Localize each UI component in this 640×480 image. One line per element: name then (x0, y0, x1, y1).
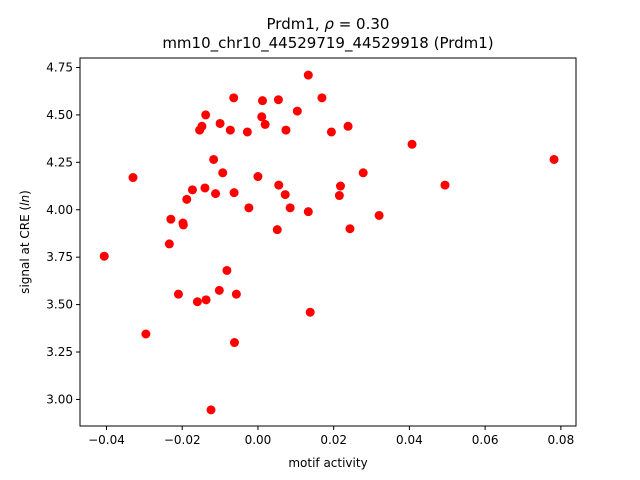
data-point (244, 203, 254, 213)
data-point (99, 251, 109, 261)
data-point (280, 190, 290, 200)
data-point (303, 70, 313, 80)
data-point (407, 139, 417, 149)
data-point (166, 214, 176, 224)
x-axis-label: motif activity (288, 456, 367, 470)
data-point (317, 93, 327, 103)
data-point (292, 106, 302, 116)
data-point (374, 210, 384, 220)
data-point (141, 329, 151, 339)
data-point (215, 118, 225, 128)
data-point (206, 405, 216, 415)
data-point (218, 168, 228, 178)
x-tick-label: 0.00 (245, 433, 272, 447)
data-point (285, 203, 295, 213)
plot-area (79, 57, 577, 427)
data-point (229, 188, 239, 198)
x-axis-ticks: −0.04 −0.02 0.00 0.02 0.04 0.06 0.08 (88, 426, 574, 447)
x-tick-label: 0.06 (472, 433, 499, 447)
data-point (334, 191, 344, 201)
data-point (257, 112, 267, 122)
y-tick-label: 4.00 (46, 203, 73, 217)
data-points (99, 70, 559, 415)
data-point (253, 172, 263, 182)
y-tick-label: 3.50 (46, 298, 73, 312)
data-point (128, 173, 138, 183)
data-point (258, 96, 267, 106)
data-point (178, 220, 188, 230)
data-point (173, 289, 183, 299)
data-point (345, 224, 355, 234)
chart-title-prefix: Prdm1, (267, 15, 325, 33)
data-point (187, 185, 197, 195)
chart-title-rho: ρ (324, 15, 334, 33)
data-point (229, 93, 239, 103)
data-point (440, 180, 450, 190)
x-tick-label: 0.02 (320, 433, 347, 447)
data-point (225, 125, 235, 135)
y-axis-label-prefix: signal at CRE ( (18, 206, 32, 294)
data-point (211, 189, 221, 199)
y-tick-label: 4.50 (46, 108, 73, 122)
data-point (192, 297, 202, 307)
data-point (358, 168, 368, 178)
data-point (231, 289, 241, 299)
data-point (274, 180, 284, 190)
y-axis-label: signal at CRE (ln) (18, 190, 32, 294)
chart-title-rho-value: = 0.30 (334, 15, 390, 33)
chart-title-line1: Prdm1, ρ = 0.30 (267, 15, 390, 33)
y-axis-label-suffix: ) (18, 190, 32, 195)
y-tick-label: 3.25 (46, 345, 73, 359)
x-tick-label: −0.02 (164, 433, 201, 447)
data-point (260, 119, 270, 129)
data-point (200, 183, 210, 193)
y-axis-label-italic: ln (18, 195, 32, 206)
data-point (201, 110, 211, 120)
y-axis-ticks: 3.00 3.25 3.50 3.75 4.00 4.25 4.50 4.75 (46, 60, 80, 406)
data-point (209, 154, 219, 164)
y-tick-label: 3.00 (46, 392, 73, 406)
data-point (281, 125, 291, 135)
y-tick-label: 3.75 (46, 250, 73, 264)
data-point (229, 338, 239, 348)
chart-title-line2: mm10_chr10_44529719_44529918 (Prdm1) (162, 34, 493, 53)
x-tick-label: 0.04 (396, 433, 423, 447)
x-tick-label: −0.04 (88, 433, 125, 447)
y-tick-label: 4.75 (46, 60, 73, 74)
x-tick-label: 0.08 (547, 433, 574, 447)
data-point (305, 307, 315, 317)
data-point (222, 265, 232, 275)
data-point (549, 154, 559, 164)
data-point (214, 285, 224, 295)
data-point (303, 207, 313, 217)
data-point (326, 127, 336, 137)
data-point (272, 225, 282, 235)
data-point (273, 95, 283, 105)
data-point (343, 121, 353, 131)
y-tick-label: 4.25 (46, 155, 73, 169)
data-point (182, 194, 192, 204)
data-point (164, 239, 174, 249)
data-point (242, 127, 252, 137)
data-point (201, 295, 211, 305)
data-point (335, 181, 345, 191)
data-point (197, 121, 207, 131)
